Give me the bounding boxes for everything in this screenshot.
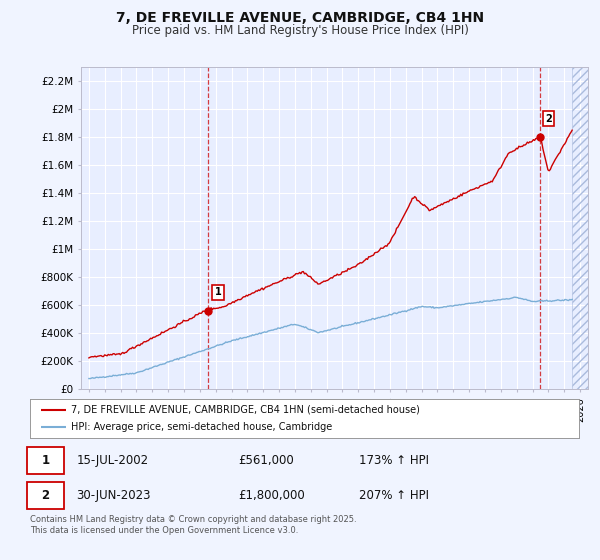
FancyBboxPatch shape bbox=[27, 482, 64, 509]
Text: 1: 1 bbox=[41, 454, 49, 467]
Text: 207% ↑ HPI: 207% ↑ HPI bbox=[359, 489, 430, 502]
Text: 2: 2 bbox=[41, 489, 49, 502]
FancyBboxPatch shape bbox=[27, 447, 64, 474]
Text: Contains HM Land Registry data © Crown copyright and database right 2025.
This d: Contains HM Land Registry data © Crown c… bbox=[30, 515, 356, 535]
Text: 1: 1 bbox=[215, 287, 221, 297]
Text: 173% ↑ HPI: 173% ↑ HPI bbox=[359, 454, 430, 467]
Text: Price paid vs. HM Land Registry's House Price Index (HPI): Price paid vs. HM Land Registry's House … bbox=[131, 24, 469, 36]
Text: 15-JUL-2002: 15-JUL-2002 bbox=[77, 454, 149, 467]
Text: 30-JUN-2023: 30-JUN-2023 bbox=[77, 489, 151, 502]
Text: £1,800,000: £1,800,000 bbox=[239, 489, 305, 502]
Text: £561,000: £561,000 bbox=[239, 454, 295, 467]
Text: HPI: Average price, semi-detached house, Cambridge: HPI: Average price, semi-detached house,… bbox=[71, 422, 332, 432]
Text: 7, DE FREVILLE AVENUE, CAMBRIDGE, CB4 1HN: 7, DE FREVILLE AVENUE, CAMBRIDGE, CB4 1H… bbox=[116, 11, 484, 25]
Text: 2: 2 bbox=[545, 114, 552, 124]
Text: 7, DE FREVILLE AVENUE, CAMBRIDGE, CB4 1HN (semi-detached house): 7, DE FREVILLE AVENUE, CAMBRIDGE, CB4 1H… bbox=[71, 405, 420, 415]
